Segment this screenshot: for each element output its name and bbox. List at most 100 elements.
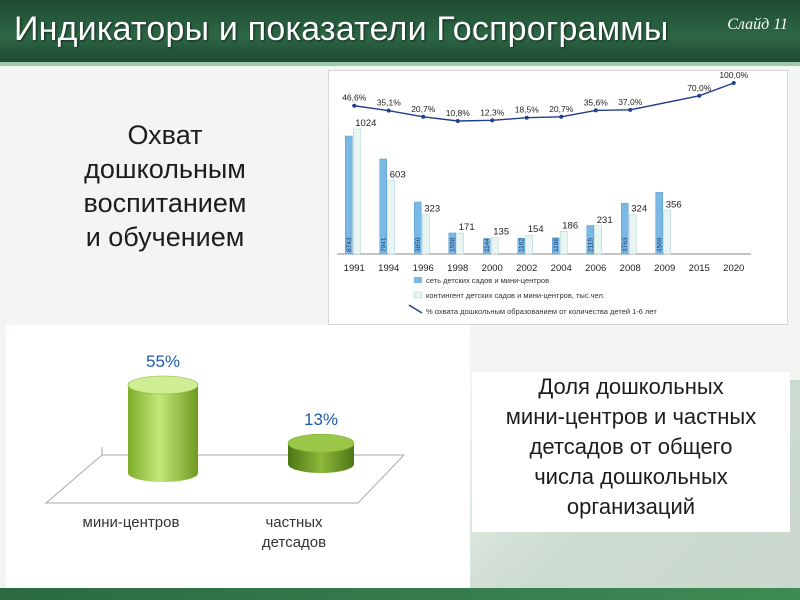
left-caption-line: Охват bbox=[127, 120, 203, 150]
coverage-point bbox=[524, 115, 529, 120]
value-label: 13% bbox=[304, 410, 338, 429]
coverage-chart: 8743 1024 1991 7041 603 1994 3850 323 1996 1558 17… bbox=[328, 70, 788, 325]
slide-title: Индикаторы и показатели Госпрограммы bbox=[14, 10, 669, 48]
enrollment-bar-label: 154 bbox=[528, 224, 544, 235]
chart-floor bbox=[44, 454, 406, 504]
legend-swatch-enrollment bbox=[413, 291, 423, 299]
right-caption-line: Доля дошкольных bbox=[538, 374, 724, 399]
coverage-label: 37,0% bbox=[618, 97, 643, 107]
network-bar bbox=[345, 135, 353, 255]
coverage-label: 35,1% bbox=[377, 98, 402, 108]
x-tick-label: 2002 bbox=[516, 263, 537, 274]
category-label: мини-центров bbox=[83, 514, 180, 531]
value-label: 55% bbox=[146, 352, 180, 371]
enrollment-bar bbox=[491, 237, 499, 255]
coverage-point bbox=[490, 118, 495, 123]
x-tick-label: 2015 bbox=[689, 263, 710, 274]
enrollment-bar-label: 356 bbox=[666, 200, 682, 211]
network-bar-label: 7041 bbox=[380, 237, 387, 252]
network-bar bbox=[655, 192, 663, 255]
enrollment-bar-label: 171 bbox=[459, 222, 475, 233]
network-bar bbox=[552, 237, 560, 255]
right-caption-line: организаций bbox=[566, 494, 696, 519]
coverage-label: 70,0% bbox=[687, 83, 712, 93]
slide-number: Слайд 11 bbox=[727, 16, 788, 33]
legend-label-enrollment: контингент детских садов и мини-центров,… bbox=[426, 291, 605, 300]
coverage-point bbox=[697, 93, 702, 98]
enrollment-bar bbox=[560, 231, 568, 255]
category-label: детсадов bbox=[262, 534, 326, 551]
category-label: частных bbox=[265, 514, 323, 531]
network-bar-label: 4569 bbox=[656, 237, 663, 252]
legend-swatch-network bbox=[414, 277, 422, 283]
x-tick-label: 1994 bbox=[378, 263, 399, 274]
coverage-label: 18,5% bbox=[515, 105, 540, 115]
enrollment-bar bbox=[387, 180, 395, 255]
header-stripe bbox=[0, 62, 800, 66]
enrollment-bar-label: 324 bbox=[631, 203, 647, 214]
enrollment-bar bbox=[456, 232, 464, 255]
share-chart-svg: 55% 13% мини-центров частных детсадов bbox=[44, 352, 406, 551]
coverage-label: 20,7% bbox=[411, 104, 436, 114]
coverage-point bbox=[352, 103, 357, 108]
enrollment-bar bbox=[422, 214, 430, 255]
coverage-line bbox=[354, 82, 734, 122]
x-tick-label: 2004 bbox=[551, 263, 572, 274]
enrollment-bar-label: 1024 bbox=[355, 118, 376, 129]
legend-label-coverage: % охвата дошкольным образованием от коли… bbox=[426, 307, 657, 316]
coverage-point bbox=[731, 81, 736, 85]
coverage-label: 20,7% bbox=[549, 104, 574, 114]
network-bar bbox=[483, 238, 491, 255]
legend-label-network: сеть детских садов и мини-центров bbox=[426, 276, 549, 285]
right-caption-line: числа дошкольных bbox=[534, 464, 728, 489]
enrollment-bar-label: 135 bbox=[493, 227, 509, 238]
network-bar bbox=[414, 201, 422, 255]
left-caption-line: и обучением bbox=[85, 222, 245, 252]
network-bar-label: 3850 bbox=[415, 237, 422, 252]
coverage-point bbox=[455, 119, 460, 123]
coverage-point bbox=[386, 108, 391, 113]
coverage-label: 12,3% bbox=[480, 107, 505, 117]
right-caption-line: мини-центров и частных bbox=[505, 404, 757, 429]
x-tick-label: 1998 bbox=[447, 263, 468, 274]
coverage-point bbox=[628, 107, 633, 112]
network-bar-label: 1558 bbox=[449, 237, 456, 252]
network-bar-label: 1198 bbox=[553, 238, 560, 252]
network-bar bbox=[621, 202, 629, 255]
coverage-label: 35,6% bbox=[584, 97, 609, 107]
coverage-point bbox=[421, 114, 426, 119]
left-caption-line: воспитанием bbox=[83, 188, 247, 218]
network-bar bbox=[379, 158, 387, 255]
x-tick-label: 2020 bbox=[723, 263, 744, 274]
network-bar bbox=[517, 238, 525, 255]
x-tick-label: 2008 bbox=[620, 263, 641, 274]
x-tick-label: 1996 bbox=[413, 263, 434, 274]
enrollment-bar-label: 186 bbox=[562, 220, 578, 231]
coverage-chart-svg: 8743 1024 1991 7041 603 1994 3850 323 1996 155817… bbox=[337, 70, 751, 316]
enrollment-bar bbox=[629, 214, 637, 255]
x-tick-label: 2000 bbox=[482, 263, 503, 274]
header-banner: Индикаторы и показатели Госпрограммы Сла… bbox=[0, 0, 800, 66]
cylinder-top bbox=[127, 375, 199, 395]
x-tick-label: 2006 bbox=[585, 263, 606, 274]
network-bar bbox=[448, 232, 456, 255]
left-caption-line: дошкольным bbox=[84, 154, 246, 184]
enrollment-bar bbox=[663, 210, 671, 255]
legend-swatch-coverage bbox=[408, 304, 423, 314]
cylinder-top bbox=[287, 433, 355, 453]
network-bar-label: 1162 bbox=[518, 238, 525, 252]
network-bar-label: 1144 bbox=[484, 238, 491, 252]
footer-bar bbox=[0, 588, 800, 600]
enrollment-bar bbox=[525, 234, 533, 255]
left-caption: Охват дошкольным воспитанием и обучением bbox=[55, 118, 275, 254]
coverage-label: 100,0% bbox=[719, 71, 748, 80]
coverage-point bbox=[593, 108, 598, 113]
network-bar-label: 8743 bbox=[346, 237, 353, 252]
network-bar bbox=[586, 225, 594, 255]
right-caption: Доля дошкольных мини-центров и частных д… bbox=[472, 372, 790, 532]
enrollment-bar bbox=[353, 128, 361, 255]
network-bar-label: 3763 bbox=[622, 237, 629, 252]
coverage-label: 10,8% bbox=[446, 108, 471, 118]
enrollment-bar-label: 323 bbox=[424, 204, 440, 215]
network-bar-label: 2115 bbox=[587, 238, 594, 252]
